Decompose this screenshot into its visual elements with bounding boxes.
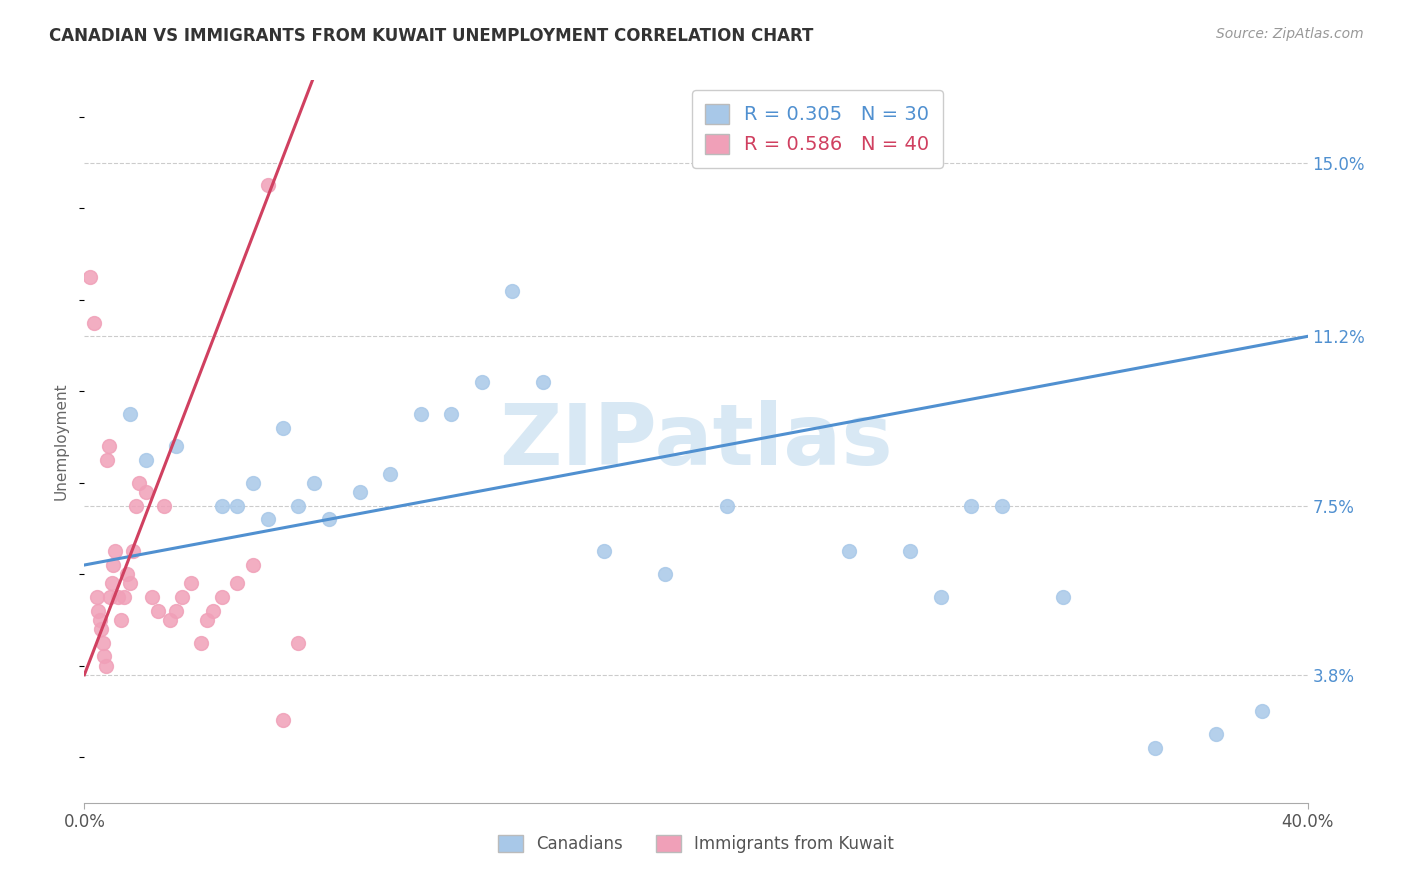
Point <box>172 590 194 604</box>
Point <box>103 558 125 572</box>
Point <box>287 499 309 513</box>
Point <box>318 512 340 526</box>
Legend: Canadians, Immigrants from Kuwait: Canadians, Immigrants from Kuwait <box>491 828 901 860</box>
Point <box>159 613 181 627</box>
Point <box>83 316 105 330</box>
Point <box>93 649 115 664</box>
Point <box>1205 727 1227 741</box>
Point <box>1052 590 1074 604</box>
Point <box>211 499 233 513</box>
Point <box>380 467 402 481</box>
Point <box>531 375 554 389</box>
Point <box>146 604 169 618</box>
Point <box>349 484 371 499</box>
Point <box>257 512 280 526</box>
Point <box>86 590 108 604</box>
Point <box>287 636 309 650</box>
Point <box>226 576 249 591</box>
Point <box>201 604 224 618</box>
Text: CANADIAN VS IMMIGRANTS FROM KUWAIT UNEMPLOYMENT CORRELATION CHART: CANADIAN VS IMMIGRANTS FROM KUWAIT UNEMP… <box>49 27 814 45</box>
Point <box>97 439 120 453</box>
Point <box>242 558 264 572</box>
Point <box>104 544 127 558</box>
Point <box>302 475 325 490</box>
Point <box>654 567 676 582</box>
Point <box>91 636 114 650</box>
Point <box>190 636 212 650</box>
Point <box>440 407 463 421</box>
Point <box>180 576 202 591</box>
Point <box>135 453 157 467</box>
Point <box>135 484 157 499</box>
Point <box>120 407 142 421</box>
Point <box>409 407 432 421</box>
Point <box>122 544 145 558</box>
Point <box>153 499 176 513</box>
Point <box>471 375 494 389</box>
Point <box>128 475 150 490</box>
Point <box>257 178 280 193</box>
Point <box>226 499 249 513</box>
Point <box>101 576 124 591</box>
Text: Source: ZipAtlas.com: Source: ZipAtlas.com <box>1216 27 1364 41</box>
Point <box>271 421 294 435</box>
Point <box>98 590 121 604</box>
Point <box>141 590 163 604</box>
Point <box>242 475 264 490</box>
Point <box>716 499 738 513</box>
Point <box>120 576 142 591</box>
Y-axis label: Unemployment: Unemployment <box>53 383 69 500</box>
Point <box>1250 704 1272 718</box>
Point <box>87 604 110 618</box>
Point <box>991 499 1014 513</box>
Point <box>211 590 233 604</box>
Point <box>125 499 148 513</box>
Point <box>112 590 135 604</box>
Point <box>107 590 129 604</box>
Point <box>165 439 187 453</box>
Point <box>96 453 118 467</box>
Point <box>195 613 218 627</box>
Point <box>1143 740 1166 755</box>
Point <box>593 544 616 558</box>
Point <box>94 658 117 673</box>
Point <box>838 544 860 558</box>
Point <box>960 499 983 513</box>
Point <box>502 284 524 298</box>
Point <box>115 567 138 582</box>
Point <box>165 604 187 618</box>
Point <box>271 714 294 728</box>
Text: ZIPatlas: ZIPatlas <box>499 400 893 483</box>
Point <box>89 613 111 627</box>
Point <box>90 622 112 636</box>
Point <box>110 613 132 627</box>
Point <box>929 590 952 604</box>
Point <box>898 544 921 558</box>
Point <box>79 269 101 284</box>
